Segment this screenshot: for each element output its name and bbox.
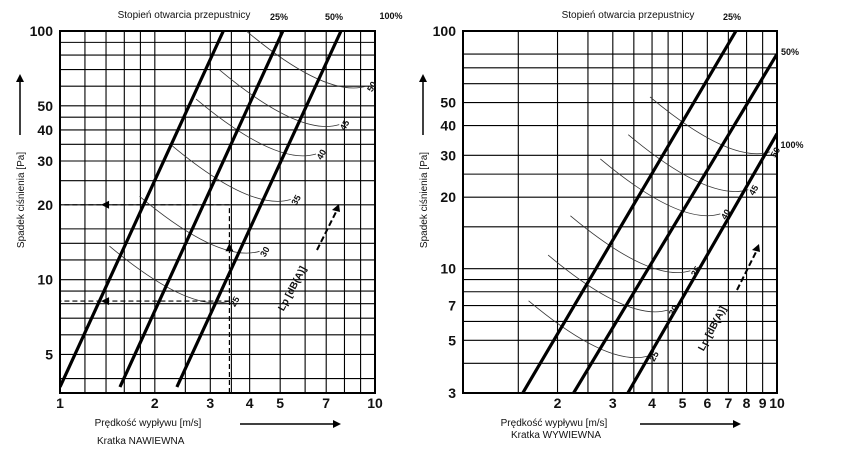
sound-level-curve <box>218 69 340 127</box>
sound-axis-arrowhead <box>332 204 340 212</box>
example-arrowhead <box>225 243 234 252</box>
sound-axis-arrow <box>316 209 338 251</box>
y-tick-label: 50 <box>37 98 53 114</box>
sound-level-curve <box>547 254 669 313</box>
plot-frame <box>462 30 778 394</box>
sound-level-curve <box>109 245 230 304</box>
x-tick-label: 10 <box>367 395 383 411</box>
x-tick-label: 7 <box>322 395 330 411</box>
y-tick-label: 20 <box>37 197 53 213</box>
x-tick-label: 6 <box>703 395 711 411</box>
series-label: 100% <box>780 140 803 150</box>
x-tick-label: 7 <box>724 395 732 411</box>
x-tick-label: 8 <box>743 395 751 411</box>
sound-level-label: 35 <box>289 193 303 207</box>
plot-area <box>521 31 777 393</box>
y-tick-label: 10 <box>37 272 53 288</box>
x-tick-label: 3 <box>206 395 214 411</box>
top-title: Stopień otwarcia przepustnicy <box>118 10 251 21</box>
sound-level-curve <box>649 96 771 155</box>
sound-level-curve <box>170 144 291 202</box>
y-axis-label: Spadek ciśnienia [Pa] <box>16 152 27 248</box>
y-axis-arrowhead <box>16 74 24 82</box>
sound-level-curve <box>139 196 260 254</box>
series-line-25pct <box>521 31 738 393</box>
y-tick-label: 40 <box>440 118 456 134</box>
y-tick-label: 100 <box>433 23 457 39</box>
series-line-100pct <box>175 31 343 388</box>
x-tick-label: 5 <box>679 395 687 411</box>
sound-level-label: 50 <box>365 80 379 94</box>
y-tick-label: 20 <box>440 189 456 205</box>
x-axis-label: Prędkość wypływu [m/s] <box>501 418 608 429</box>
plot-area <box>60 31 367 388</box>
sound-axis-arrow <box>736 249 758 291</box>
sound-level-curve <box>528 300 649 359</box>
y-tick-label: 30 <box>37 153 53 169</box>
x-tick-label: 4 <box>246 395 254 411</box>
series-line-50pct <box>118 31 285 388</box>
x-axis-arrowhead <box>333 420 341 428</box>
sound-level-curve <box>570 215 691 273</box>
series-label: 25% <box>270 12 288 22</box>
x-tick-label: 5 <box>276 395 284 411</box>
x-tick-label: 10 <box>769 395 785 411</box>
example-arrowhead <box>101 297 110 306</box>
y-tick-label: 100 <box>30 23 54 39</box>
sound-level-curve <box>246 31 367 89</box>
subtitle-left: Kratka NAWIEWNA <box>97 436 185 447</box>
y-tick-label: 30 <box>440 147 456 163</box>
x-axis-arrowhead <box>733 420 741 428</box>
series-label: 100% <box>379 11 402 21</box>
top-title: Stopień otwarcia przepustnicy <box>562 10 695 21</box>
series-label: 50% <box>781 47 799 57</box>
sound-level-label: 40 <box>719 208 733 222</box>
sound-axis-arrowhead <box>752 244 760 252</box>
example-arrowhead <box>101 200 110 209</box>
y-tick-label: 5 <box>448 332 456 348</box>
series-label: 50% <box>325 12 343 22</box>
sound-level-label: 30 <box>258 245 272 259</box>
series-line-25pct <box>60 31 225 388</box>
y-axis-label: Spadek ciśnienia [Pa] <box>419 152 430 248</box>
subtitle-right: Kratka WYWIEWNA <box>511 430 602 441</box>
sound-level-label: 40 <box>315 148 329 162</box>
sound-level-label: 25 <box>647 349 661 363</box>
sound-axis-label: Lp [dB(A)] <box>276 265 309 313</box>
y-tick-label: 5 <box>45 346 53 362</box>
sound-level-label: 45 <box>747 183 761 197</box>
sound-level-curve <box>600 158 721 217</box>
plot-frame <box>59 30 376 394</box>
series-line-100pct <box>626 132 777 393</box>
sound-axis-label: Lp [dB(A)] <box>696 305 729 353</box>
sound-level-label: 50 <box>769 146 783 160</box>
y-tick-label: 10 <box>440 261 456 277</box>
x-tick-label: 2 <box>151 395 159 411</box>
y-tick-label: 7 <box>448 298 456 314</box>
y-axis-arrowhead <box>419 74 427 82</box>
series-line-50pct <box>572 53 777 393</box>
x-axis-label: Prędkość wypływu [m/s] <box>95 418 202 429</box>
x-tick-label: 1 <box>56 395 64 411</box>
series-label: 25% <box>723 12 741 22</box>
x-tick-label: 4 <box>648 395 656 411</box>
y-tick-label: 3 <box>448 385 456 401</box>
y-tick-label: 50 <box>440 95 456 111</box>
sound-level-curve <box>628 134 749 192</box>
sound-level-label: 35 <box>689 264 703 278</box>
sound-level-label: 25 <box>228 295 242 309</box>
x-tick-label: 2 <box>554 395 562 411</box>
x-tick-label: 9 <box>759 395 767 411</box>
sound-level-label: 30 <box>667 304 681 318</box>
sound-level-label: 45 <box>338 118 352 132</box>
y-tick-label: 40 <box>37 122 53 138</box>
sound-level-curve <box>195 98 317 157</box>
x-tick-label: 3 <box>609 395 617 411</box>
